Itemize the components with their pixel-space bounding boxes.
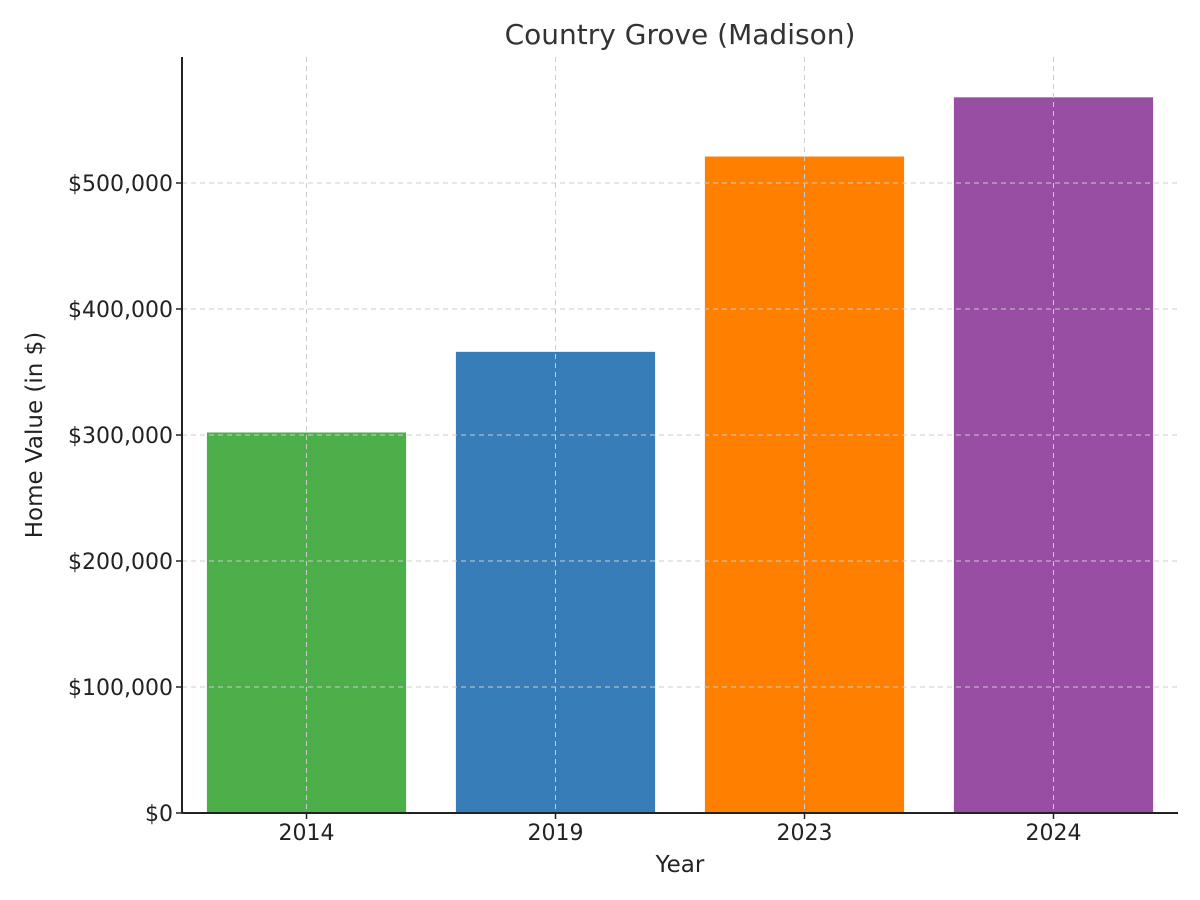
y-ticks: $0 $100,000 $200,000 $300,000 $400,000 $500,0… [68,172,182,827]
bar-2014 [206,432,407,813]
y-axis-label: Home Value (in $) [22,332,48,539]
y-tick-label: $500,000 [68,172,173,197]
y-tick-label: $200,000 [68,550,173,575]
chart-title: Country Grove (Madison) [505,18,856,51]
x-tick-label: 2024 [1026,821,1082,846]
y-tick-label: $0 [145,802,173,827]
y-tick-label: $400,000 [68,298,173,323]
y-tick-label: $300,000 [68,424,173,449]
y-tick-label: $100,000 [68,676,173,701]
x-tick-label: 2019 [528,821,584,846]
x-axis-label: Year [655,852,705,878]
x-tick-label: 2014 [279,821,335,846]
x-ticks: 2014 2019 2023 2024 [279,813,1082,846]
bars-layer [206,97,1154,814]
grid-layer [182,57,1178,813]
x-tick-label: 2023 [777,821,833,846]
